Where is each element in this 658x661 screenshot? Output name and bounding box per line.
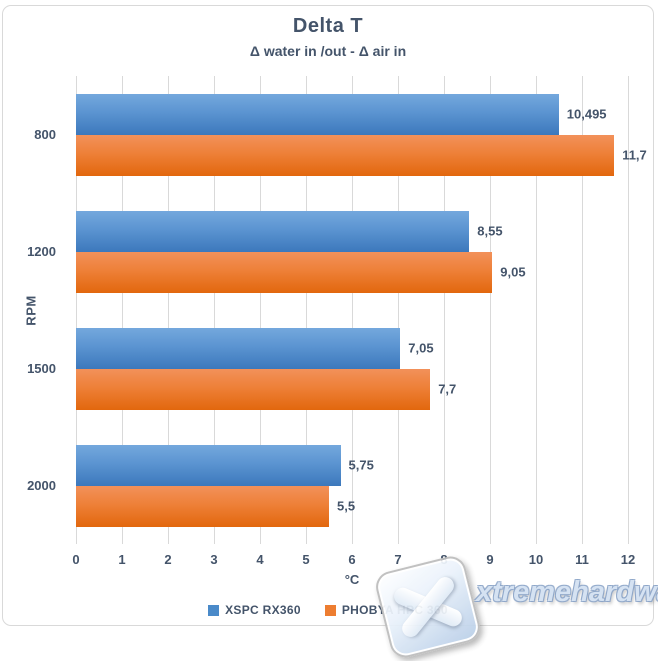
bar-xspc-rx360-1500 [76,327,401,369]
x-tick-label-5: 5 [302,552,310,567]
bar-phobya-hpc-360-2000 [76,485,329,527]
x-tick-label-6: 6 [348,552,356,567]
bar-row-phobya-hpc-360-1200: 9,05 [76,251,628,293]
value-label-phobya-hpc-360-1500: 7,7 [438,381,457,397]
x-tick-label-3: 3 [210,552,218,567]
legend-item-phobya-hpc-360: PHOBYA HPC 360 [324,603,448,617]
x-axis-title: °C [344,572,360,587]
gridline-11 [582,76,583,544]
chart-subtitle: Δ water in /out - Δ air in [249,43,407,59]
gridline-0 [76,76,77,544]
y-tick-label-2000: 2000 [27,478,56,493]
x-tick-label-8: 8 [440,552,448,567]
y-tick-label-1500: 1500 [27,361,56,376]
legend-label-phobya-hpc-360: PHOBYA HPC 360 [341,603,448,617]
x-tick-label-2: 2 [164,552,172,567]
gridline-8 [444,76,445,544]
bar-group-2000: 5,75 5,5 [76,427,628,544]
chart-title: Delta T [292,15,364,37]
legend-swatch-xspc-rx360 [208,604,220,616]
legend: XSPC RX360 PHOBYA HPC 360 [3,603,653,617]
legend-item-xspc-rx360: XSPC RX360 [208,603,301,617]
gridline-1 [122,76,123,544]
value-label-xspc-rx360-800: 10,495 [566,106,607,122]
value-label-phobya-hpc-360-1200: 9,05 [500,264,526,280]
bar-row-xspc-rx360-1500: 7,05 [76,327,628,369]
bar-group-1200: 8,55 9,05 [76,193,628,310]
gridline-10 [536,76,537,544]
x-tick-label-10: 10 [528,552,544,567]
legend-swatch-phobya-hpc-360 [324,604,336,616]
x-tick-label-11: 11 [575,552,589,567]
gridline-4 [260,76,261,544]
gridline-7 [398,76,399,544]
chart-frame: Delta T Δ water in /out - Δ air in RPM 8… [2,5,654,626]
value-label-xspc-rx360-1200: 8,55 [477,223,503,239]
bar-row-xspc-rx360-1200: 8,55 [76,210,628,252]
bar-xspc-rx360-1200 [76,210,470,252]
bar-phobya-hpc-360-1200 [76,251,493,293]
bar-xspc-rx360-2000 [76,444,341,486]
value-label-xspc-rx360-1500: 7,05 [408,340,434,356]
bar-row-phobya-hpc-360-2000: 5,5 [76,485,628,527]
bar-row-phobya-hpc-360-800: 11,7 [76,134,647,176]
bar-group-1500: 7,05 7,7 [76,310,628,427]
legend-label-xspc-rx360: XSPC RX360 [225,603,301,617]
y-tick-label-1200: 1200 [27,244,56,259]
gridline-2 [168,76,169,544]
plot-area: 10,495 11,7 8,55 9,05 7,05 7,7 5,75 5,5 [76,76,647,544]
x-tick-label-9: 9 [486,552,494,567]
gridline-6 [352,76,353,544]
y-axis: 800 1200 1500 2000 [3,76,65,544]
bar-phobya-hpc-360-1500 [76,368,431,410]
x-tick-label-12: 12 [620,552,636,567]
bar-phobya-hpc-360-800 [76,134,615,176]
y-tick-label-800: 800 [34,127,56,142]
x-tick-label-0: 0 [72,552,80,567]
bar-groups: 10,495 11,7 8,55 9,05 7,05 7,7 5,75 5,5 [76,76,647,544]
gridline-3 [214,76,215,544]
bar-row-xspc-rx360-2000: 5,75 [76,444,628,486]
x-tick-label-4: 4 [256,552,264,567]
x-tick-label-1: 1 [118,552,126,567]
bar-xspc-rx360-800 [76,93,559,135]
x-tick-label-7: 7 [394,552,402,567]
value-label-phobya-hpc-360-800: 11,7 [622,147,647,163]
value-label-phobya-hpc-360-2000: 5,5 [337,498,356,514]
gridline-9 [490,76,491,544]
x-axis: 0 1 2 3 4 5 6 7 8 9 10 11 12 [72,552,635,568]
value-label-xspc-rx360-2000: 5,75 [348,457,374,473]
gridline-12 [628,76,629,544]
bar-row-phobya-hpc-360-1500: 7,7 [76,368,628,410]
gridline-5 [306,76,307,544]
bar-group-800: 10,495 11,7 [76,76,647,193]
bar-row-xspc-rx360-800: 10,495 [76,93,628,135]
